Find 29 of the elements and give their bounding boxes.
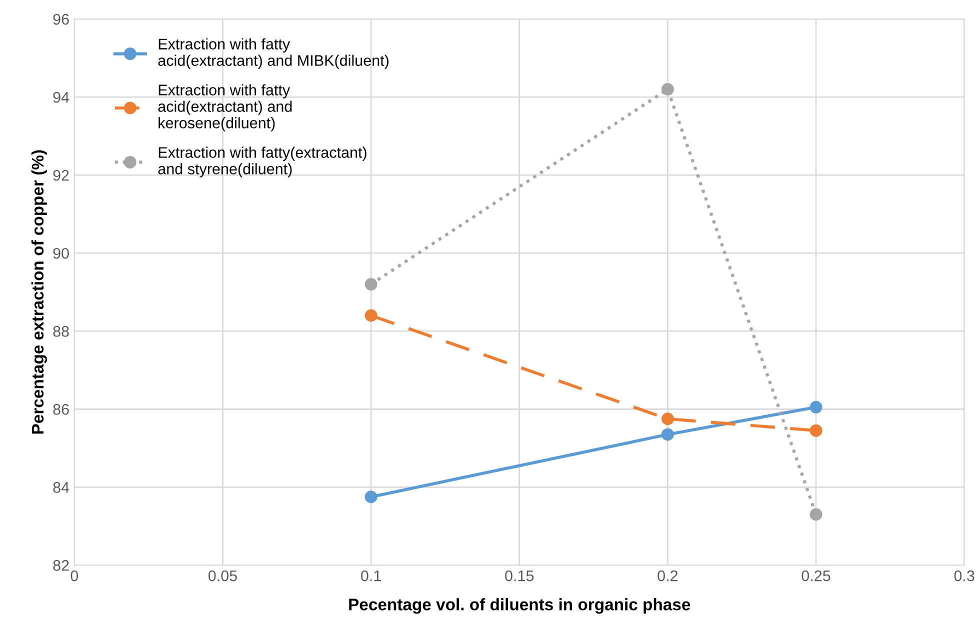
legend-label: Extraction with fatty acid(extractant) and kerosene(diluent) [158, 84, 292, 132]
x-tick-label: 0.15 [505, 570, 534, 582]
x-tick-label: 0.1 [361, 570, 381, 582]
x-tick-label: 0.25 [802, 570, 830, 582]
point [661, 83, 674, 96]
y-tick-label: 94 [53, 92, 70, 103]
x-tick-label: 0.3 [954, 570, 974, 582]
point [364, 490, 378, 504]
point [810, 508, 822, 521]
y-tick-label: 90 [53, 248, 69, 259]
y-tick-label: 86 [53, 404, 69, 415]
point [661, 412, 674, 426]
y-tick-label: 84 [53, 482, 70, 493]
point [364, 278, 378, 291]
y-tick-label: 82 [53, 560, 69, 571]
x-axis-title: Pecentage vol. of diluents in organic phase [349, 598, 690, 614]
y-tick-label: 88 [53, 326, 69, 337]
y-tick-label: 92 [53, 170, 69, 181]
point [364, 309, 378, 322]
x-tick-label: 0.2 [658, 570, 678, 582]
y-tick-label: 96 [53, 14, 69, 25]
x-tick-label: 0.05 [208, 570, 237, 582]
point [810, 400, 822, 414]
point [810, 424, 822, 437]
y-axis-title: Percentage extraction of copper (%) [31, 150, 47, 434]
x-tick-label: 0 [70, 570, 78, 582]
point [661, 428, 674, 441]
legend-label: Extraction with fatty acid(extractant) and MIBK(diluent) [158, 38, 388, 69]
legend-label: Extraction with fatty(extractant) and styrene(diluent) [158, 146, 366, 178]
